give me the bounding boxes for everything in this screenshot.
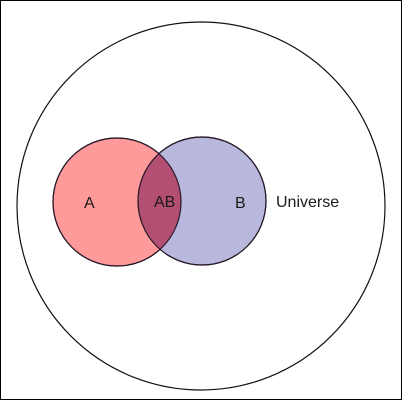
intersection-region (138, 138, 181, 265)
set-b-label: B (235, 195, 246, 212)
set-a-outline (52, 137, 182, 267)
universe-label: Universe (276, 194, 339, 211)
set-a-label: A (84, 195, 95, 212)
intersection-label: AB (154, 194, 175, 211)
set-b-outline (137, 136, 267, 266)
